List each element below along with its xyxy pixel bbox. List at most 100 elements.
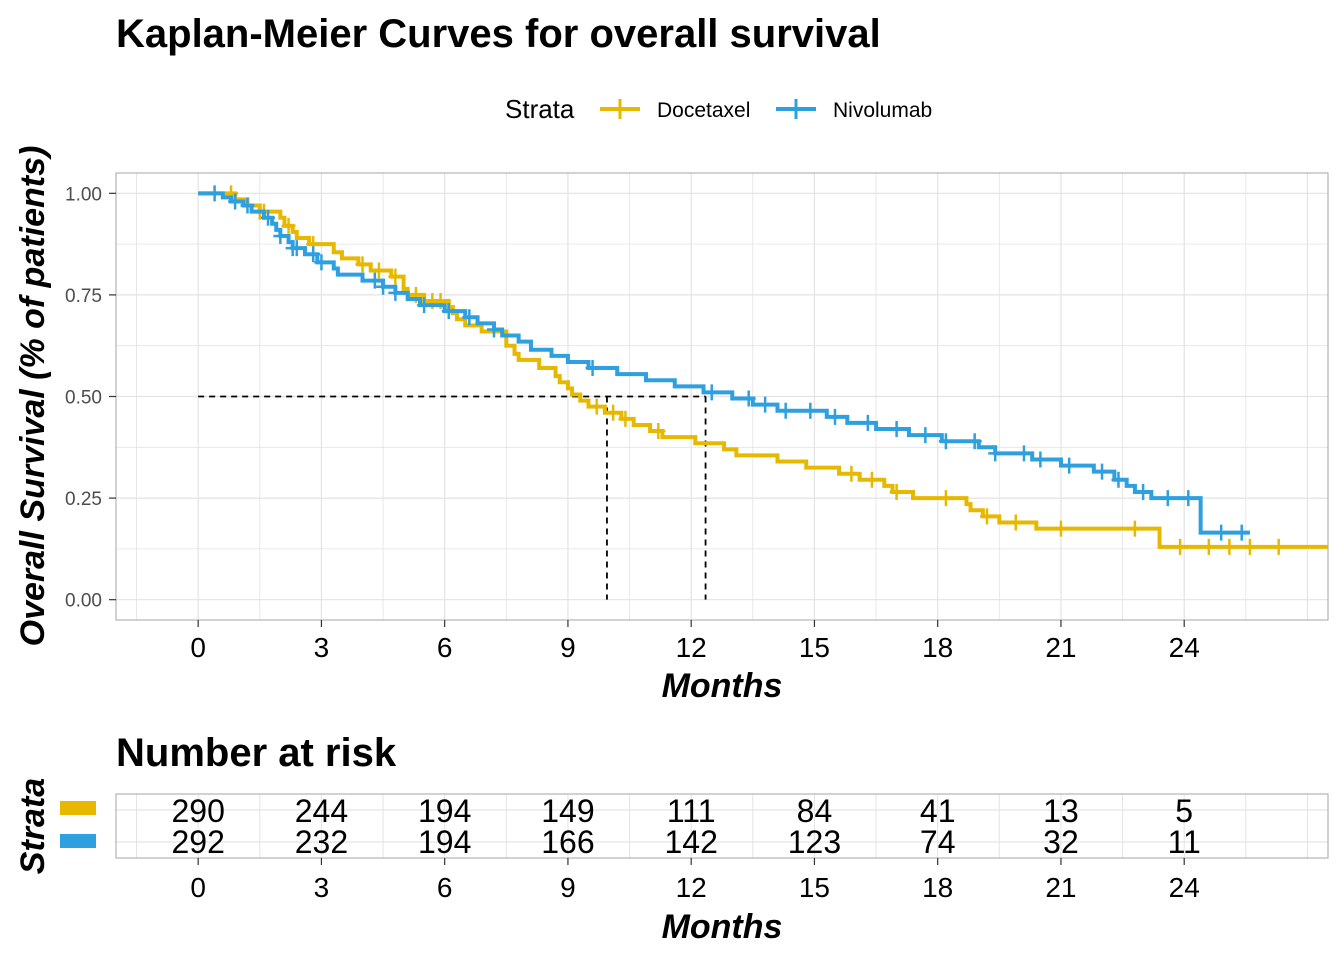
censor-mark: [827, 408, 842, 425]
x-tick-label: 0: [190, 632, 206, 663]
risk-row-key-docetaxel: [60, 801, 96, 815]
risk-count: 13: [1043, 793, 1079, 829]
risk-count: 32: [1043, 824, 1079, 860]
y-axis-label: Overall Survival (% of patients): [14, 146, 52, 647]
x-tick-label: 6: [437, 632, 453, 663]
x-tick-label: 15: [799, 632, 830, 663]
censor-mark: [306, 246, 321, 263]
risk-count: 194: [418, 793, 471, 829]
risk-count: 41: [920, 793, 956, 829]
censor-mark: [1214, 524, 1229, 541]
risk-count: 74: [920, 824, 956, 860]
censor-mark: [1234, 524, 1249, 541]
risk-count: 11: [1168, 824, 1201, 860]
risk-x-tick-label: 15: [799, 872, 830, 903]
legend-label-docetaxel: Docetaxel: [657, 99, 750, 122]
y-tick-label: 0.25: [65, 489, 102, 510]
censor-mark: [889, 421, 904, 438]
censor-mark: [938, 433, 953, 450]
censor-mark: [1201, 538, 1216, 555]
risk-count: 5: [1175, 793, 1193, 829]
risk-count: 290: [171, 793, 224, 829]
risk-count: 111: [667, 793, 716, 829]
risk-count: 244: [295, 793, 348, 829]
survival-curves: [198, 185, 1328, 555]
risk-table-border: [115, 793, 1329, 859]
censor-mark: [758, 396, 773, 413]
legend-label-nivolumab: Nivolumab: [833, 99, 932, 122]
legend-key-docetaxel: [600, 99, 640, 119]
risk-x-tick-label: 24: [1169, 872, 1200, 903]
censor-mark: [741, 390, 756, 407]
risk-x-tick-label: 6: [437, 872, 453, 903]
legend: Strata Docetaxel Nivolumab: [505, 94, 932, 124]
censor-mark: [1271, 538, 1286, 555]
censor-mark: [918, 427, 933, 444]
risk-row-key-nivolumab: [60, 834, 96, 848]
censor-mark: [1242, 538, 1257, 555]
censor-mark: [1127, 520, 1142, 537]
risk-count: 232: [295, 824, 348, 860]
risk-x-tick-label: 12: [676, 872, 707, 903]
censor-mark: [704, 384, 719, 401]
censor-mark: [1136, 483, 1151, 500]
risk-table-gridlines: [116, 794, 1328, 858]
censor-mark: [261, 209, 276, 226]
censor-mark: [1016, 445, 1031, 462]
censor-mark: [1222, 538, 1237, 555]
legend-key-nivolumab: [776, 99, 816, 119]
risk-count: 142: [664, 824, 717, 860]
risk-count: 194: [418, 824, 471, 860]
x-tick-label: 3: [314, 632, 330, 663]
censor-mark: [207, 185, 222, 202]
x-axis-label: Months: [662, 667, 783, 705]
chart-title: Kaplan-Meier Curves for overall survival: [116, 12, 881, 56]
censor-mark: [844, 465, 859, 482]
series-nivolumab: [198, 185, 1250, 541]
censor-mark: [1111, 471, 1126, 488]
risk-x-tick-label: 21: [1045, 872, 1076, 903]
censor-mark: [1062, 457, 1077, 474]
risk-count: 292: [171, 824, 224, 860]
censor-mark: [417, 297, 432, 314]
km-curve-docetaxel: [198, 191, 1328, 549]
censor-mark: [803, 402, 818, 419]
censor-mark: [988, 445, 1003, 462]
censor-mark: [486, 321, 501, 338]
censor-mark: [860, 414, 875, 431]
censor-mark: [1181, 490, 1196, 507]
risk-table-x-ticks: 0 3 6 9 12 15 18 21 24: [190, 858, 1200, 903]
censor-mark: [979, 508, 994, 525]
censor-mark: [441, 303, 456, 320]
censor-mark: [1008, 514, 1023, 531]
censor-mark: [1160, 490, 1175, 507]
censor-mark: [889, 483, 904, 500]
censor-mark: [367, 272, 382, 289]
censor-mark: [462, 309, 477, 326]
legend-title: Strata: [505, 94, 575, 124]
risk-x-tick-label: 0: [190, 872, 206, 903]
x-tick-label: 9: [560, 632, 576, 663]
censor-mark: [1173, 538, 1188, 555]
censor-mark: [589, 398, 604, 415]
risk-count: 149: [541, 793, 594, 829]
risk-x-tick-label: 9: [560, 872, 576, 903]
censor-mark: [388, 268, 403, 285]
y-tick-label: 1.00: [65, 184, 102, 205]
risk-x-tick-label: 18: [922, 872, 953, 903]
risk-count: 166: [541, 824, 594, 860]
censor-mark: [376, 278, 391, 295]
risk-x-tick-label: 3: [314, 872, 330, 903]
censor-mark: [1053, 520, 1068, 537]
median-survival-lines: [198, 395, 707, 600]
censor-mark: [228, 193, 243, 210]
y-axis-ticks: 0.00 0.25 0.50 0.75 1.00: [65, 184, 116, 612]
censor-mark: [355, 256, 370, 273]
censor-mark: [967, 433, 982, 450]
y-tick-label: 0.50: [65, 388, 102, 409]
y-tick-label: 0.75: [65, 286, 102, 307]
censor-mark: [240, 197, 255, 214]
censor-mark: [938, 490, 953, 507]
y-tick-label: 0.00: [65, 591, 102, 612]
